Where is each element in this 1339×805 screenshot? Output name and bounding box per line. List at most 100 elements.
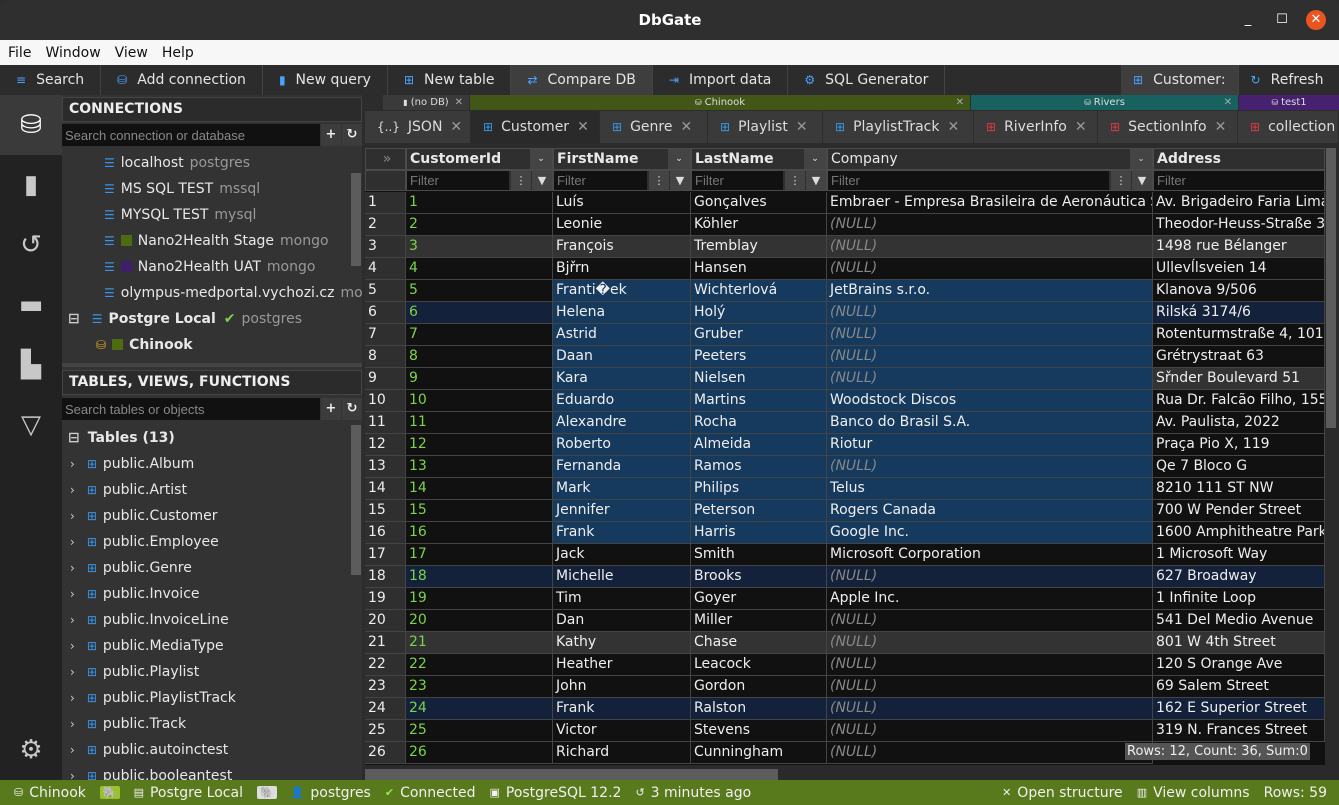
grid-cell[interactable]: 8210 111 ST NW [1153, 478, 1325, 500]
grid-cell[interactable]: Luís [553, 192, 691, 214]
add-object-icon[interactable]: + [321, 398, 341, 420]
expand-chevron-icon[interactable]: › [70, 665, 75, 679]
column-menu-chevron-icon[interactable]: ⌄ [804, 149, 826, 169]
filter-options-icon[interactable]: ⋮ [649, 171, 669, 190]
table-item[interactable]: › ⊞ public.Artist [70, 477, 187, 503]
grid-cell[interactable]: (NULL) [827, 654, 1153, 676]
menu-view[interactable]: View [114, 44, 148, 61]
row-number[interactable]: 12 [365, 434, 406, 456]
database-icon[interactable]: ⛁ [0, 95, 62, 155]
grid-cell[interactable]: 19 [406, 588, 553, 610]
connection-item[interactable]: ☰ Nano2Health UAT mongo [104, 254, 315, 280]
grid-cell[interactable]: Wichterlová [691, 280, 827, 302]
grid-cell[interactable]: Alexandre [553, 412, 691, 434]
grid-cell[interactable]: Gordon [691, 676, 827, 698]
splitter[interactable] [62, 363, 362, 367]
table-item[interactable]: › ⊞ public.Invoice [70, 581, 200, 607]
grid-cell[interactable]: Frank [553, 522, 691, 544]
row-number[interactable]: 9 [365, 368, 406, 390]
close-tab-icon[interactable]: ✕ [947, 119, 960, 135]
row-number[interactable]: 22 [365, 654, 406, 676]
tab-genre[interactable]: ⊞ Genre ✕ [600, 111, 708, 143]
grid-cell[interactable]: Qe 7 Bloco G [1153, 456, 1325, 478]
grid-cell[interactable]: Peeters [691, 346, 827, 368]
grid-cell[interactable]: 20 [406, 610, 553, 632]
row-number[interactable]: 3 [365, 236, 406, 258]
filter-funnel-icon[interactable]: ▼ [532, 171, 552, 190]
grid-cell[interactable]: 8 [406, 346, 553, 368]
expand-chevron-icon[interactable]: › [70, 483, 75, 497]
grid-cell[interactable]: 1 Microsoft Way [1153, 544, 1325, 566]
grid-cell[interactable]: 11 [406, 412, 553, 434]
plugin-icon[interactable]: ▙ [21, 350, 41, 380]
column-header-lastname[interactable]: LastName ⌄ [691, 148, 827, 170]
tab-riverinfo[interactable]: ⊞ RiverInfo ✕ [974, 111, 1098, 143]
grid-cell[interactable]: Miller [691, 610, 827, 632]
connection-search-input[interactable] [62, 124, 320, 146]
new-table-button[interactable]: ⊞ New table [388, 65, 512, 95]
close-tab-icon[interactable]: ✕ [450, 119, 463, 135]
connection-item[interactable]: ☰ MYSQL TEST mysql [104, 202, 256, 228]
grid-cell[interactable]: 10 [406, 390, 553, 412]
compare-db-button[interactable]: ⇄ Compare DB [511, 65, 653, 95]
grid-cell[interactable]: Rocha [691, 412, 827, 434]
grid-cell[interactable]: 22 [406, 654, 553, 676]
view-columns-button[interactable]: ▥ View columns [1137, 785, 1250, 801]
db-tab-group[interactable]: ▮ (no DB) ✕ [383, 95, 469, 110]
grid-cell[interactable]: 1600 Amphitheatre Parkway [1153, 522, 1325, 544]
grid-cell[interactable]: Richard [553, 742, 691, 764]
grid-cell[interactable]: 16 [406, 522, 553, 544]
grid-cell[interactable]: 700 W Pender Street [1153, 500, 1325, 522]
row-number[interactable]: 23 [365, 676, 406, 698]
grid-cell[interactable]: Helena [553, 302, 691, 324]
grid-cell[interactable]: Heather [553, 654, 691, 676]
grid-cell[interactable]: 319 N. Frances Street [1153, 720, 1325, 742]
expand-chevron-icon[interactable]: › [70, 509, 75, 523]
connection-item[interactable]: ⛁ Chinook [96, 332, 193, 358]
row-number[interactable]: 25 [365, 720, 406, 742]
grid-cell[interactable]: Sřnder Boulevard 51 [1153, 368, 1325, 390]
grid-cell[interactable]: 3 [406, 236, 553, 258]
filter-input-company[interactable]: Filter [828, 171, 1109, 190]
connections-scrollbar[interactable] [351, 173, 361, 266]
grid-cell[interactable]: Mark [553, 478, 691, 500]
filter-options-icon[interactable]: ⋮ [1111, 171, 1131, 190]
grid-cell[interactable]: Klanova 9/506 [1153, 280, 1325, 302]
table-item[interactable]: › ⊞ public.Customer [70, 503, 217, 529]
grid-cell[interactable]: Jack [553, 544, 691, 566]
open-structure-button[interactable]: ✕ Open structure [1002, 785, 1123, 801]
grid-cell[interactable]: Rogers Canada [827, 500, 1153, 522]
grid-cell[interactable]: Nielsen [691, 368, 827, 390]
grid-cell[interactable]: Tim [553, 588, 691, 610]
close-icon[interactable]: ✕ [955, 97, 964, 108]
grid-cell[interactable]: Hansen [691, 258, 827, 280]
filter-funnel-icon[interactable]: ▼ [806, 171, 826, 190]
archive-icon[interactable]: ▬ [18, 290, 44, 320]
tab-json[interactable]: {..} JSON ✕ [365, 111, 471, 143]
grid-cell[interactable]: Ullevĺlsveien 14 [1153, 258, 1325, 280]
connection-item[interactable]: ☰ MS SQL TEST mssql [104, 176, 260, 202]
grid-cell[interactable]: Theodor-Heuss-Straße 34 [1153, 214, 1325, 236]
grid-vertical-scrollbar[interactable] [1326, 148, 1336, 428]
expand-chevron-icon[interactable]: › [70, 769, 75, 780]
grid-cell[interactable]: Victor [553, 720, 691, 742]
status-database[interactable]: ⛁ Chinook [14, 785, 86, 801]
menu-help[interactable]: Help [161, 44, 194, 61]
grid-cell[interactable]: 5 [406, 280, 553, 302]
close-tab-icon[interactable]: ✕ [577, 119, 589, 135]
row-number[interactable]: 13 [365, 456, 406, 478]
grid-cell[interactable]: (NULL) [827, 236, 1153, 258]
expand-chevron-icon[interactable]: › [70, 457, 75, 471]
collapse-icon[interactable]: ⊟ [68, 311, 80, 327]
column-header-company[interactable]: Company ⌄ [827, 148, 1153, 170]
row-number[interactable]: 4 [365, 258, 406, 280]
grid-cell[interactable]: Av. Brigadeiro Faria Lima, 2170 [1153, 192, 1325, 214]
table-item[interactable]: › ⊞ public.Playlist [70, 659, 199, 685]
grid-cell[interactable]: 6 [406, 302, 553, 324]
expand-chevron-icon[interactable]: › [70, 691, 75, 705]
column-header-address[interactable]: Address [1153, 148, 1325, 170]
close-window-button[interactable]: ✕ [1306, 10, 1326, 30]
grid-cell[interactable]: 69 Salem Street [1153, 676, 1325, 698]
grid-cell[interactable]: 14 [406, 478, 553, 500]
